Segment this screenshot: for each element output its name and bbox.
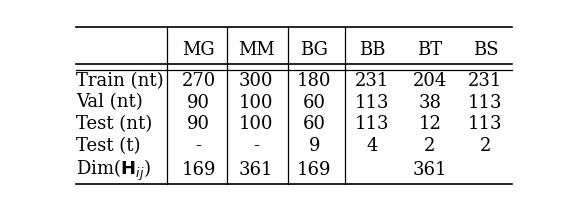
Text: 113: 113 (355, 94, 389, 112)
Text: 361: 361 (413, 161, 447, 179)
Text: 204: 204 (413, 72, 447, 90)
Text: -: - (253, 137, 259, 155)
Text: Val (nt): Val (nt) (76, 94, 143, 112)
Text: BB: BB (359, 41, 385, 59)
Text: 180: 180 (297, 72, 331, 90)
Text: Dim($\mathbf{H}_{ij}$): Dim($\mathbf{H}_{ij}$) (76, 158, 151, 183)
Text: 169: 169 (297, 161, 331, 179)
Text: 60: 60 (302, 115, 325, 133)
Text: Test (t): Test (t) (76, 137, 141, 155)
Text: Test (nt): Test (nt) (76, 115, 153, 133)
Text: 100: 100 (239, 115, 274, 133)
Text: 4: 4 (366, 137, 378, 155)
Text: -: - (196, 137, 201, 155)
Text: 113: 113 (468, 94, 503, 112)
Text: 60: 60 (302, 94, 325, 112)
Text: 300: 300 (239, 72, 274, 90)
Text: 2: 2 (480, 137, 491, 155)
Text: 113: 113 (355, 115, 389, 133)
Text: 9: 9 (308, 137, 320, 155)
Text: Train (nt): Train (nt) (76, 72, 164, 90)
Text: BT: BT (417, 41, 443, 59)
Text: BS: BS (472, 41, 498, 59)
Text: MG: MG (182, 41, 215, 59)
Text: 2: 2 (424, 137, 436, 155)
Text: 231: 231 (468, 72, 503, 90)
Text: 113: 113 (468, 115, 503, 133)
Text: 100: 100 (239, 94, 274, 112)
Text: 90: 90 (187, 115, 210, 133)
Text: 12: 12 (418, 115, 441, 133)
Text: 361: 361 (239, 161, 274, 179)
Text: 169: 169 (181, 161, 216, 179)
Text: BG: BG (300, 41, 328, 59)
Text: 270: 270 (181, 72, 216, 90)
Text: 90: 90 (187, 94, 210, 112)
Text: 38: 38 (418, 94, 441, 112)
Text: 231: 231 (355, 72, 389, 90)
Text: MM: MM (238, 41, 275, 59)
